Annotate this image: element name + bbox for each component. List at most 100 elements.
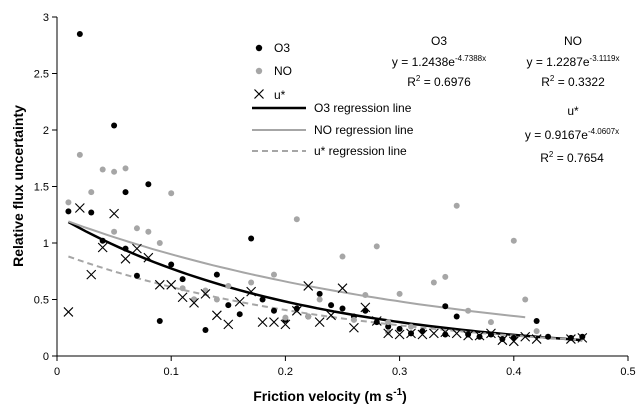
x-axis-ticks: 0 0.1 0.2 0.3 0.4 0.5 <box>54 356 636 378</box>
data-point-ustar <box>120 253 131 264</box>
data-point-ustar <box>531 334 542 344</box>
equation-no-r2: R2 = 0.3322 <box>541 74 605 89</box>
data-point-no <box>133 225 140 232</box>
data-point-o3 <box>362 307 369 314</box>
data-point-no <box>168 190 175 197</box>
y-tick-label: 2 <box>43 125 49 137</box>
data-point-ustar <box>326 310 336 321</box>
data-point-no <box>465 307 472 314</box>
equation-no: NO y = 1.2287e-3.1119x R2 = 0.3322 <box>526 34 619 89</box>
equation-ustar-formula: y = 0.9167e-4.0607x <box>525 127 619 142</box>
data-point-o3 <box>328 302 335 309</box>
legend-label-no: NO <box>274 64 292 78</box>
data-point-ustar <box>86 269 97 280</box>
data-point-o3 <box>88 209 95 216</box>
data-point-o3 <box>442 303 449 310</box>
data-point-no <box>122 165 129 172</box>
data-point-o3 <box>579 333 586 340</box>
data-point-ustar <box>189 298 199 308</box>
data-point-ustar <box>520 331 531 342</box>
data-point-ustar <box>566 334 576 344</box>
data-point-o3 <box>545 333 552 340</box>
data-point-ustar <box>463 330 474 341</box>
data-point-no <box>248 279 255 286</box>
data-point-o3 <box>133 272 140 279</box>
data-point-ustar <box>508 336 519 347</box>
data-points <box>63 30 588 347</box>
x-axis-title: Friction velocity (m s-1) <box>253 387 407 404</box>
data-point-o3 <box>510 334 517 341</box>
data-point-ustar <box>337 283 348 294</box>
y-tick-label: 0 <box>43 351 49 363</box>
data-point-ustar <box>280 319 291 330</box>
data-point-no <box>522 296 529 303</box>
data-point-no <box>111 168 118 175</box>
equation-o3-title: O3 <box>431 34 447 48</box>
data-point-o3 <box>396 325 403 332</box>
data-point-ustar <box>109 208 119 219</box>
data-point-o3 <box>259 296 266 303</box>
data-point-no <box>408 323 415 330</box>
data-point-ustar <box>417 329 428 340</box>
equation-ustar-r2: R2 = 0.7654 <box>540 150 604 165</box>
data-point-no <box>510 237 517 244</box>
data-point-o3 <box>111 122 118 129</box>
legend-label-o3: O3 <box>274 41 290 55</box>
legend-item-ustar-regression: u* regression line <box>252 144 407 158</box>
data-point-ustar <box>143 252 154 263</box>
x-tick-label: 0 <box>54 366 60 378</box>
data-point-ustar <box>223 319 234 330</box>
y-tick-label: 0.5 <box>34 295 49 307</box>
data-point-o3 <box>122 189 129 196</box>
legend-label-no-regression: NO regression line <box>314 123 414 137</box>
data-point-o3 <box>179 276 186 283</box>
data-point-no <box>385 329 392 336</box>
data-point-ustar <box>132 243 142 254</box>
data-point-no <box>213 296 220 303</box>
data-point-ustar <box>428 328 439 339</box>
data-point-o3 <box>202 327 209 334</box>
data-point-ustar <box>269 317 279 327</box>
data-point-ustar <box>371 316 382 326</box>
data-point-ustar <box>577 333 588 343</box>
data-point-ustar <box>349 322 359 333</box>
data-point-o3 <box>248 235 255 242</box>
data-point-ustar <box>97 242 108 253</box>
equation-no-title: NO <box>564 34 582 48</box>
data-point-ustar <box>474 330 485 341</box>
legend-marker-no <box>255 67 263 75</box>
legend-label-ustar: u* <box>274 88 286 102</box>
data-point-no <box>191 296 198 303</box>
data-point-no <box>65 199 72 206</box>
data-point-o3 <box>499 336 506 343</box>
data-point-no <box>396 290 403 297</box>
data-point-o3 <box>270 307 277 314</box>
data-point-o3 <box>419 328 426 335</box>
data-point-o3 <box>339 305 346 312</box>
data-point-no <box>305 313 312 320</box>
legend-item-no: NO <box>255 64 292 78</box>
y-tick-label: 3 <box>43 12 49 24</box>
data-point-o3 <box>476 333 483 340</box>
data-point-ustar <box>211 310 222 321</box>
data-point-ustar <box>154 279 165 290</box>
data-point-o3 <box>567 334 574 341</box>
data-point-ustar <box>314 317 325 327</box>
data-point-ustar <box>177 292 188 303</box>
data-point-ustar <box>383 328 394 339</box>
data-point-o3 <box>225 302 232 309</box>
y-tick-label: 2.5 <box>34 69 49 81</box>
data-point-o3 <box>533 317 540 324</box>
data-point-no <box>442 273 449 280</box>
legend-marker-o3 <box>255 44 263 52</box>
data-point-no <box>202 287 209 294</box>
y-axis-ticks: 0 0.5 1 1.5 2 2.5 3 <box>34 12 57 363</box>
regression-line-o3 <box>67 220 583 342</box>
data-point-no <box>339 253 346 260</box>
equation-ustar: u* y = 0.9167e-4.0607x R2 = 0.7654 <box>525 104 619 165</box>
data-point-ustar <box>246 286 257 297</box>
x-tick-label: 0.4 <box>506 366 521 378</box>
data-point-ustar <box>406 328 416 339</box>
data-point-no <box>453 202 460 209</box>
data-point-no <box>156 240 163 246</box>
